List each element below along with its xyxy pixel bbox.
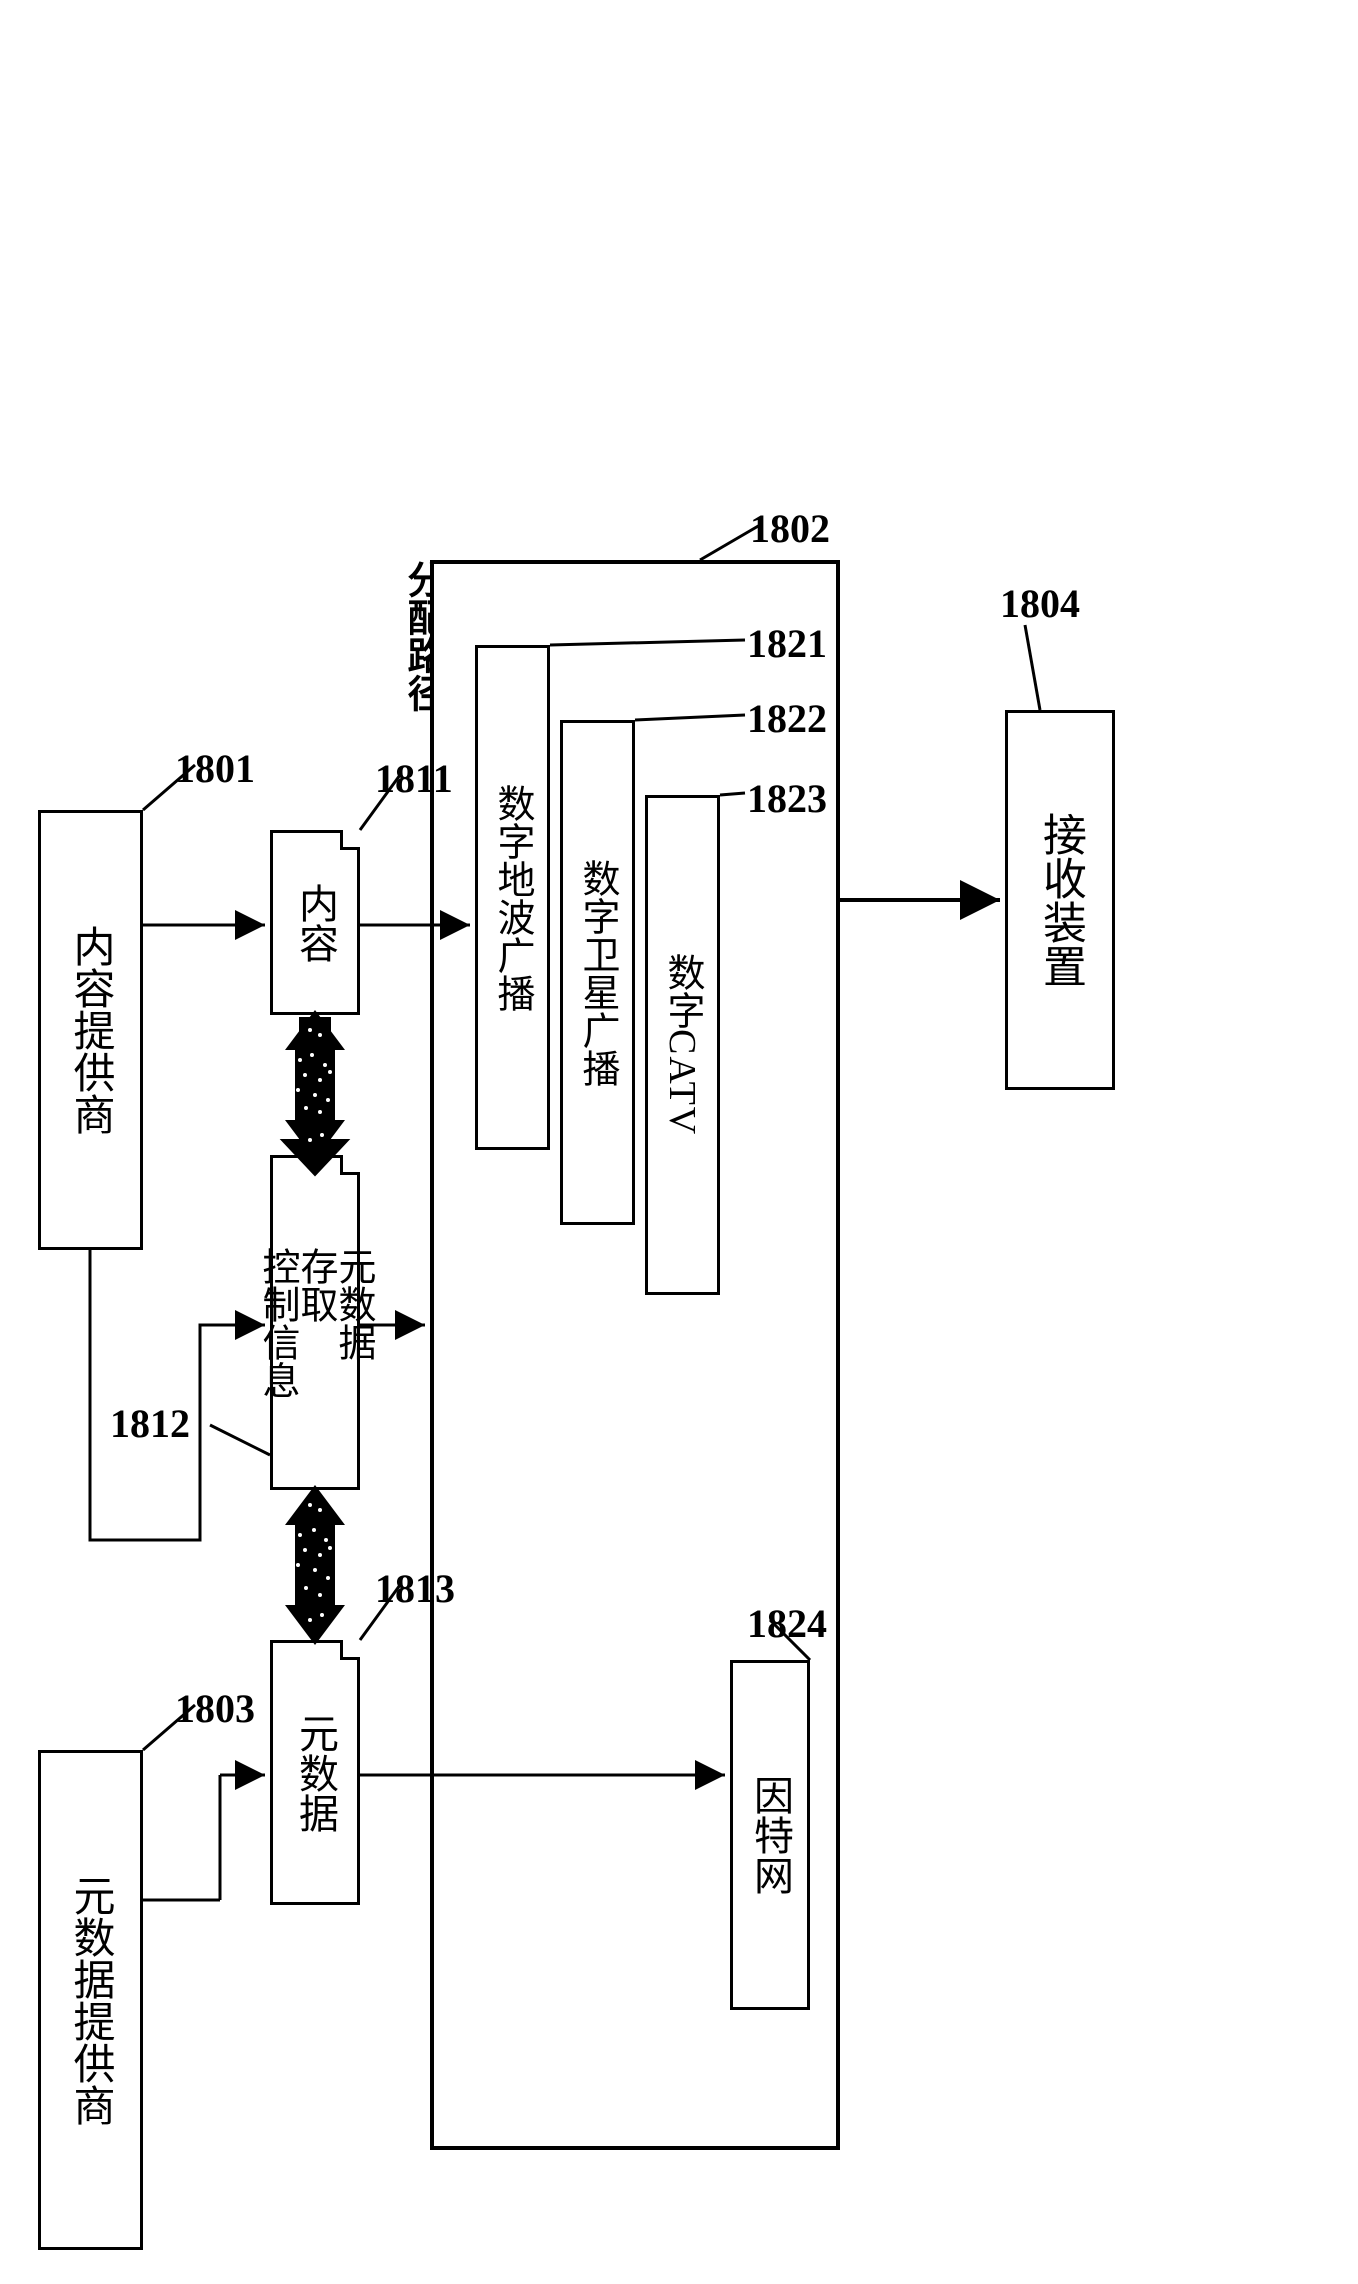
terrestrial-label: 数字地波广播 — [485, 784, 540, 1012]
terrestrial-box: 数字地波广播 — [475, 645, 550, 1150]
ref-1821: 1821 — [747, 620, 827, 667]
ref-1811: 1811 — [375, 755, 453, 802]
metadata-provider-box: 元数据提供商 — [38, 1750, 143, 2250]
ref-1802: 1802 — [750, 505, 830, 552]
catv-box: 数字CATV — [645, 795, 720, 1295]
internet-box: 因特网 — [730, 1660, 810, 2010]
receiver-box: 接收装置 — [1005, 710, 1115, 1090]
ref-1822: 1822 — [747, 695, 827, 742]
metadata-ctrl-label: 元数据 存取 控制信息 — [258, 1247, 372, 1399]
satellite-label: 数字卫星广播 — [570, 859, 625, 1087]
doc-corner-icon — [340, 830, 360, 850]
doc-corner-icon — [340, 1155, 360, 1175]
ref-1804: 1804 — [1000, 580, 1080, 627]
metadata-doc: 元数据 — [270, 1640, 360, 1905]
content-provider-label: 内容提供商 — [60, 925, 121, 1135]
content-doc-label: 内容 — [286, 883, 344, 963]
internet-label: 因特网 — [741, 1775, 799, 1895]
catv-label: 数字CATV — [655, 953, 710, 1136]
fat-arrow-1 — [282, 1015, 348, 1175]
ref-1823: 1823 — [747, 775, 827, 822]
metadata-doc-label: 元数据 — [286, 1713, 344, 1833]
ref-1813: 1813 — [375, 1565, 455, 1612]
satellite-box: 数字卫星广播 — [560, 720, 635, 1225]
metadata-ctrl-doc: 元数据 存取 控制信息 — [270, 1155, 360, 1490]
metadata-provider-label: 元数据提供商 — [60, 1874, 121, 2126]
content-doc: 内容 — [270, 830, 360, 1015]
content-provider-box: 内容提供商 — [38, 810, 143, 1250]
ref-1801: 1801 — [175, 745, 255, 792]
ref-1812: 1812 — [110, 1400, 190, 1447]
doc-corner-icon — [340, 1640, 360, 1660]
ref-1824: 1824 — [747, 1600, 827, 1647]
receiver-label: 接收装置 — [1028, 812, 1092, 988]
ref-1803: 1803 — [175, 1685, 255, 1732]
